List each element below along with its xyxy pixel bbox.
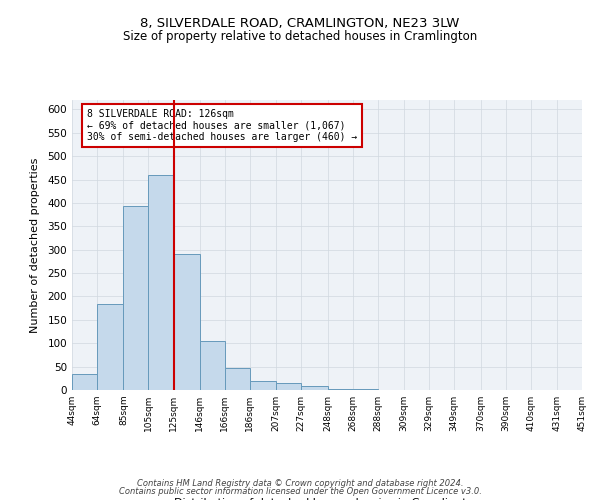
- Bar: [124, 206, 148, 390]
- Text: Size of property relative to detached houses in Cramlington: Size of property relative to detached ho…: [123, 30, 477, 43]
- Text: Contains HM Land Registry data © Crown copyright and database right 2024.: Contains HM Land Registry data © Crown c…: [137, 478, 463, 488]
- X-axis label: Distribution of detached houses by size in Cramlington: Distribution of detached houses by size …: [174, 498, 480, 500]
- Text: 8 SILVERDALE ROAD: 126sqm
← 69% of detached houses are smaller (1,067)
30% of se: 8 SILVERDALE ROAD: 126sqm ← 69% of detac…: [88, 108, 358, 142]
- Bar: [301, 386, 328, 390]
- Bar: [353, 389, 378, 390]
- Text: 8, SILVERDALE ROAD, CRAMLINGTON, NE23 3LW: 8, SILVERDALE ROAD, CRAMLINGTON, NE23 3L…: [140, 18, 460, 30]
- Bar: [72, 374, 97, 390]
- Bar: [328, 388, 353, 390]
- Bar: [225, 368, 250, 390]
- Bar: [173, 254, 200, 390]
- Y-axis label: Number of detached properties: Number of detached properties: [31, 158, 40, 332]
- Bar: [250, 380, 276, 390]
- Bar: [276, 383, 301, 390]
- Bar: [200, 341, 225, 390]
- Bar: [97, 304, 124, 390]
- Bar: [148, 175, 173, 390]
- Text: Contains public sector information licensed under the Open Government Licence v3: Contains public sector information licen…: [119, 487, 481, 496]
